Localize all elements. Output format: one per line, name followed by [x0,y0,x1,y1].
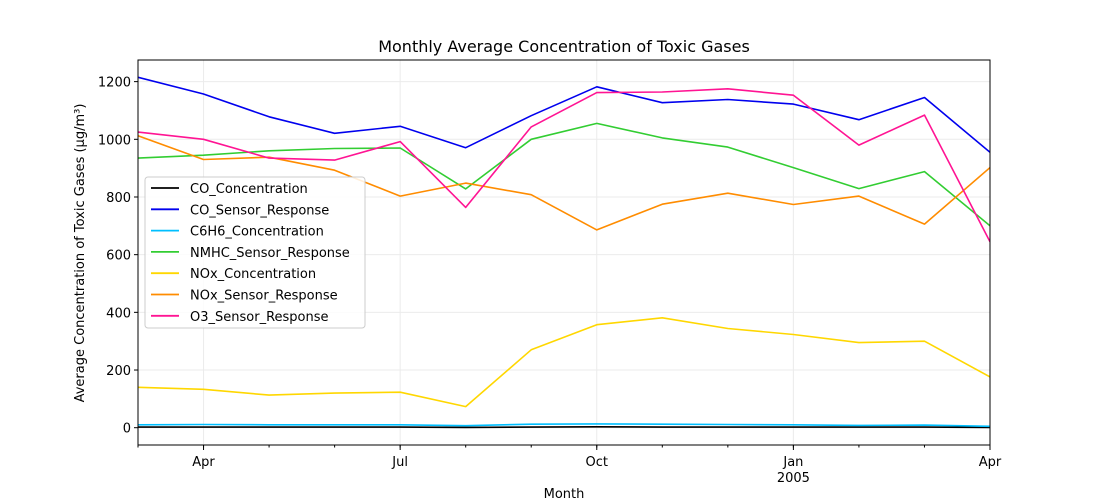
x-tick-label: Jul [391,455,408,470]
plot-frame [137,59,991,446]
series-line-o3-sensor-response [138,88,990,243]
y-tick-label: 800 [106,191,131,206]
y-tick-label: 600 [106,249,131,264]
chart-title: Monthly Average Concentration of Toxic G… [378,37,750,56]
legend-label-co-concentration: CO_Concentration [190,182,308,197]
series-line-nox-sensor-response [138,135,990,231]
x-tick-label: Apr [192,455,215,470]
x-tick-label: Apr [979,455,1002,470]
series-line-co-concentration [138,425,990,429]
series-line-c6h6-concentration [138,423,990,428]
y-tick-label: 1000 [98,133,131,148]
legend-box [144,176,366,329]
x-axis-label: Month [544,487,585,500]
series-line-co-sensor-response [138,76,990,153]
y-tick-label: 400 [106,306,131,321]
series-lines [138,76,990,429]
legend: CO_Concentration CO_Sensor_Response C6H6_C… [144,176,366,329]
legend-label-o3-sensor-response: O3_Sensor_Response [190,310,329,325]
y-tick-label: 1200 [98,76,131,91]
y-tick-label: 0 [123,422,131,437]
x-tick-label: Oct [586,455,608,470]
x-tick-label: Jan [782,455,803,470]
legend-label-c6h6-concentration: C6H6_Concentration [190,225,324,240]
series-line-nox-concentration [138,316,990,408]
series-line-nmhc-sensor-response [138,122,990,227]
y-axis-label: Average Concentration of Toxic Gases (µg… [73,104,88,403]
legend-label-nmhc-sensor-response: NMHC_Sensor_Response [190,246,350,261]
legend-label-co-sensor-response: CO_Sensor_Response [190,203,329,218]
legend-label-nox-sensor-response: NOx_Sensor_Response [190,289,338,304]
y-tick-label: 200 [106,364,131,379]
legend-label-nox-concentration: NOx_Concentration [190,267,316,282]
y-axis: 0 200 400 600 800 1000 1200 [98,76,138,437]
x-tick-year-label: 2005 [777,471,810,486]
